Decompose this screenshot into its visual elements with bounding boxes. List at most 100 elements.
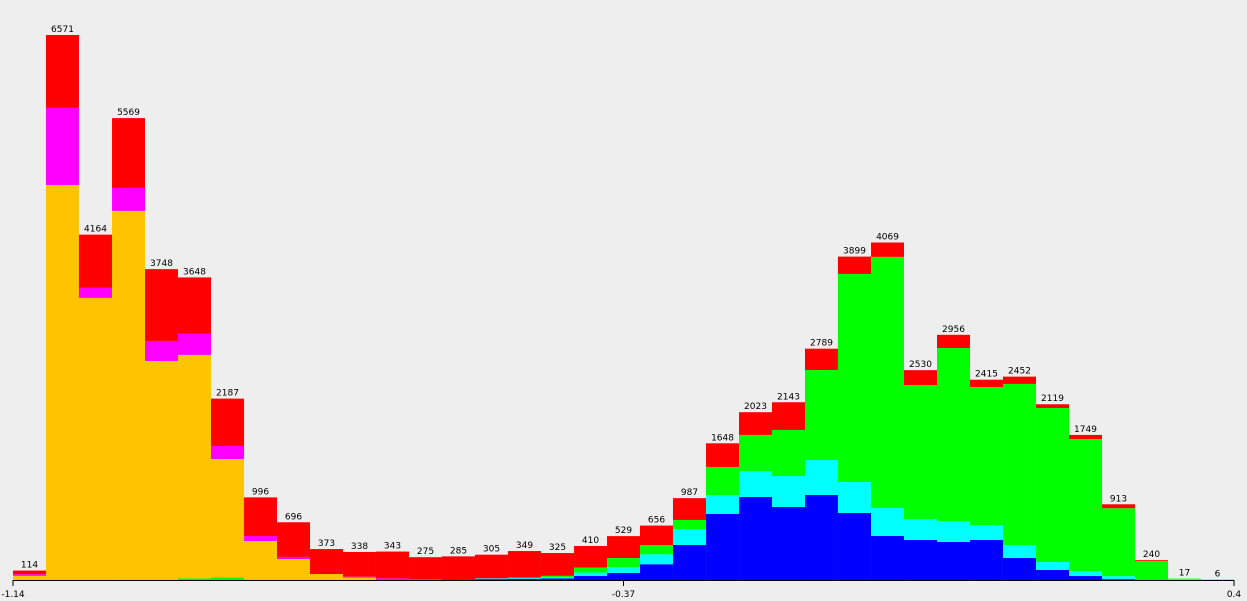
bar-segment (1036, 562, 1070, 570)
bar-total-label: 2187 (216, 389, 239, 399)
bar-segment (540, 553, 575, 576)
bar-segment (112, 118, 146, 188)
bar-segment (78, 297, 113, 580)
bar-segment (739, 470, 773, 497)
bar-segment (177, 333, 211, 355)
bar-segment (540, 575, 575, 578)
bar-segment (574, 575, 608, 580)
bar-segment (706, 494, 740, 514)
bar-total-label: 996 (252, 487, 269, 497)
bar-segment (540, 577, 575, 579)
bar-segment (871, 507, 905, 536)
bar-segment (969, 379, 1003, 387)
bar-total-label: 2789 (810, 339, 833, 349)
bar-segment (1002, 376, 1037, 384)
bar-segment (409, 557, 443, 580)
bar-segment (1134, 560, 1169, 561)
bar-segment (739, 434, 773, 471)
bar-total-label: 3899 (843, 247, 866, 257)
bar-segment (244, 536, 278, 542)
bar-segment (1069, 434, 1102, 440)
bar-segment (871, 535, 905, 580)
bar-total-label: 1648 (711, 433, 734, 443)
bar-total-label: 373 (318, 539, 335, 549)
bar-segment (804, 348, 838, 370)
bar-segment (1002, 383, 1037, 545)
bar-segment (244, 541, 278, 580)
bar-total-label: 17 (1179, 569, 1190, 579)
bar-segment (772, 402, 805, 430)
bar-segment (1168, 579, 1202, 580)
x-tick-label: 0.4 (1227, 590, 1242, 600)
bar-segment (210, 445, 245, 459)
bar-segment (78, 287, 113, 298)
bar-total-label: 410 (582, 536, 599, 546)
bar-segment (904, 519, 937, 541)
bar-segment (639, 545, 673, 555)
bar-segment (739, 412, 773, 435)
bar-segment (1101, 508, 1135, 577)
bar-segment (474, 579, 508, 580)
bar-total-label: 2415 (975, 370, 998, 380)
bar-total-label: 285 (450, 546, 467, 556)
bar-segment (45, 184, 79, 580)
bar-segment (804, 459, 838, 495)
bar-segment (639, 525, 673, 546)
bar-total-label: 275 (417, 547, 434, 557)
bar-segment (1069, 571, 1102, 577)
bar-segment (639, 564, 673, 580)
bar-segment (540, 578, 575, 580)
bar-segment (277, 559, 311, 580)
bar-segment (13, 570, 46, 575)
bar-segment (1101, 576, 1135, 580)
bar-total-label: 2956 (942, 325, 965, 335)
bar-segment (13, 575, 46, 580)
bar-segment (739, 496, 773, 580)
bar-segment (904, 540, 937, 580)
bar-total-label: 114 (21, 561, 38, 571)
bar-total-label: 338 (351, 542, 368, 552)
bar-segment (936, 542, 970, 580)
bar-segment (177, 277, 211, 334)
bar-segment (342, 577, 376, 580)
bar-total-label: 2143 (777, 392, 800, 402)
bar-segment (45, 35, 79, 108)
bar-segment (474, 578, 508, 580)
bar-segment (177, 578, 211, 580)
bar-segment (574, 572, 608, 576)
bar-segment (45, 107, 79, 185)
bar-segment (871, 242, 905, 257)
bar-segment (1002, 544, 1037, 559)
bar-total-label: 4069 (876, 233, 899, 243)
bar-segment (574, 545, 608, 568)
bar-total-label: 3748 (150, 259, 173, 269)
bar-segment (969, 525, 1003, 541)
bar-segment (1002, 558, 1037, 580)
bar-segment (772, 429, 805, 476)
bar-total-label: 3648 (183, 267, 206, 277)
bar-segment (969, 386, 1003, 526)
bar-segment (1036, 569, 1070, 580)
bar-segment (78, 234, 113, 288)
bar-segment (342, 576, 376, 578)
bar-total-label: 343 (384, 542, 401, 552)
bar-segment (1101, 579, 1135, 580)
bar-segment (1101, 504, 1135, 509)
bar-segment (210, 577, 245, 580)
bar-total-label: 240 (1143, 550, 1160, 560)
x-tick-label: -1.14 (1, 590, 25, 600)
bar-total-label: 2530 (909, 360, 932, 370)
bar-total-label: 913 (1110, 494, 1127, 504)
bar-total-label: 305 (483, 545, 500, 555)
bar-segment (13, 574, 46, 576)
bar-segment (639, 554, 673, 565)
bar-segment (607, 567, 640, 573)
bar-total-label: 5569 (117, 108, 140, 118)
bar-segment (936, 521, 970, 543)
bar-segment (507, 578, 541, 580)
bar-segment (507, 577, 541, 579)
bar-segment (837, 256, 872, 274)
bar-segment (706, 513, 740, 580)
bar-total-label: 4164 (84, 225, 107, 235)
